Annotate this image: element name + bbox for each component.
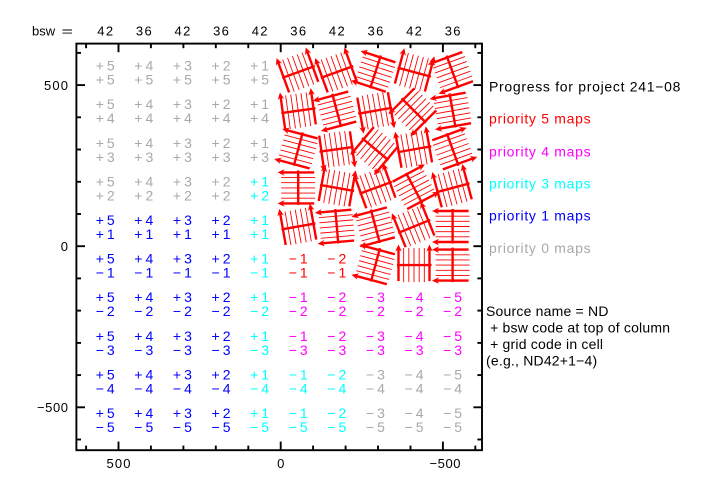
svg-text:=: = xyxy=(62,24,74,39)
svg-text:42: 42 xyxy=(97,24,113,39)
svg-text:0: 0 xyxy=(61,239,68,254)
svg-text:42: 42 xyxy=(175,24,191,39)
svg-text:+ grid code in cell: + grid code in cell xyxy=(486,336,603,352)
svg-text:+ bsw code at top of column: + bsw code at top of column xyxy=(486,320,670,336)
svg-text:Progress for project 241−08: Progress for project 241−08 xyxy=(489,78,681,94)
svg-text:36: 36 xyxy=(368,24,384,39)
svg-text:−500: −500 xyxy=(430,456,461,471)
svg-text:priority 5 maps: priority 5 maps xyxy=(489,110,591,126)
svg-text:priority 4 maps: priority 4 maps xyxy=(489,143,591,159)
svg-text:36: 36 xyxy=(136,24,152,39)
svg-text:priority 3 maps: priority 3 maps xyxy=(489,175,591,191)
svg-text:500: 500 xyxy=(44,78,68,93)
svg-text:42: 42 xyxy=(329,24,345,39)
svg-text:36: 36 xyxy=(213,24,229,39)
svg-text:42: 42 xyxy=(252,24,268,39)
svg-text:priority 0 maps: priority 0 maps xyxy=(489,240,591,256)
svg-text:0: 0 xyxy=(277,456,284,471)
svg-text:bsw: bsw xyxy=(32,24,56,39)
svg-text:Source name = ND: Source name = ND xyxy=(486,303,609,319)
svg-text:priority 1 maps: priority 1 maps xyxy=(489,208,591,224)
svg-text:−500: −500 xyxy=(37,400,68,415)
svg-text:36: 36 xyxy=(445,24,461,39)
svg-text:500: 500 xyxy=(107,456,131,471)
svg-text:(e.g., ND42+1−4): (e.g., ND42+1−4) xyxy=(486,353,597,369)
svg-text:36: 36 xyxy=(290,24,306,39)
svg-text:42: 42 xyxy=(406,24,422,39)
